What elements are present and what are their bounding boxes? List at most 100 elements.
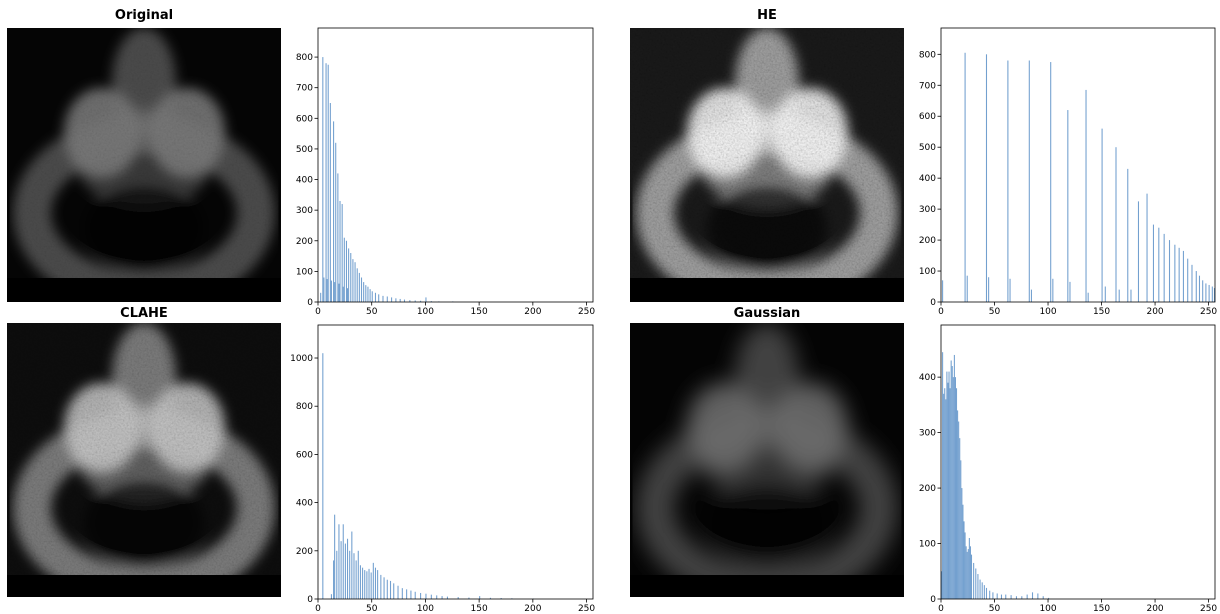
histogram-bar bbox=[425, 593, 427, 599]
histogram-bar bbox=[981, 582, 983, 599]
x-tick-label: 250 bbox=[578, 307, 595, 317]
histogram-bar bbox=[358, 272, 360, 302]
histogram-bar bbox=[370, 572, 372, 599]
histogram-bar bbox=[957, 410, 959, 599]
histogram-bar bbox=[409, 300, 411, 302]
histogram-bar bbox=[1187, 258, 1189, 302]
histogram-bar bbox=[371, 291, 373, 302]
histogram-bar bbox=[378, 294, 380, 302]
panel-title: Original bbox=[115, 8, 173, 23]
y-tick-label: 100 bbox=[296, 267, 313, 277]
histogram-bar bbox=[1000, 594, 1003, 599]
histogram-bar bbox=[352, 259, 354, 302]
y-tick-label: 200 bbox=[296, 547, 313, 557]
histogram-bar bbox=[1182, 250, 1184, 302]
histogram-bar bbox=[1030, 289, 1032, 302]
panel-title: CLAHE bbox=[120, 306, 168, 321]
histogram-bar bbox=[1015, 596, 1017, 599]
histogram-bar bbox=[414, 300, 416, 302]
histogram-bar bbox=[964, 532, 966, 599]
histogram-bar bbox=[380, 574, 382, 599]
histogram-bar bbox=[953, 354, 955, 599]
axes-frame bbox=[317, 27, 594, 303]
histogram-bar bbox=[333, 560, 335, 599]
histogram-bar bbox=[1005, 594, 1007, 599]
histogram-bar bbox=[1021, 596, 1023, 599]
histogram-bar bbox=[1042, 596, 1044, 599]
histogram-bar bbox=[1115, 147, 1117, 302]
histogram-bar bbox=[963, 521, 965, 599]
histogram-bar bbox=[430, 301, 432, 302]
histogram-bar bbox=[441, 596, 443, 599]
histogram-bar bbox=[967, 549, 969, 599]
y-tick-label: 200 bbox=[296, 237, 313, 247]
histogram-bar bbox=[947, 382, 949, 599]
histogram-bar bbox=[1195, 271, 1197, 302]
histogram-bar bbox=[1205, 283, 1207, 302]
histogram-bar bbox=[945, 399, 947, 599]
histogram-bar bbox=[369, 289, 371, 302]
x-tick-label: 200 bbox=[1146, 307, 1163, 317]
histogram-bar bbox=[383, 577, 385, 599]
histogram-bar bbox=[1174, 244, 1176, 302]
y-tick-label: 100 bbox=[919, 540, 936, 550]
histogram-bar bbox=[340, 541, 342, 599]
x-tick-label: 50 bbox=[989, 307, 1001, 317]
histogram-bar bbox=[347, 538, 349, 599]
histogram-bar bbox=[389, 580, 392, 599]
histogram-bar bbox=[1198, 275, 1201, 302]
y-tick-label: 100 bbox=[919, 267, 936, 277]
histogram-bar bbox=[363, 282, 365, 302]
x-tick-label: 50 bbox=[366, 604, 378, 614]
histogram-bar bbox=[327, 64, 329, 302]
histogram-bar bbox=[1052, 278, 1054, 302]
y-tick-label: 0 bbox=[930, 595, 936, 605]
histogram-bar bbox=[393, 583, 395, 599]
histogram-bar bbox=[1069, 281, 1071, 302]
histogram-bar bbox=[414, 591, 416, 599]
histogram-bar bbox=[966, 275, 968, 302]
histogram-bar bbox=[968, 537, 970, 599]
histogram-bar bbox=[989, 590, 991, 599]
histogram-bar bbox=[1048, 597, 1050, 599]
histogram-bar bbox=[333, 121, 335, 302]
axes-frame bbox=[940, 324, 1216, 600]
histogram-bar bbox=[977, 574, 979, 599]
y-tick-label: 1000 bbox=[290, 354, 313, 364]
histogram-bar bbox=[382, 295, 384, 302]
histogram-bar bbox=[343, 237, 345, 302]
histogram-bar bbox=[1208, 284, 1210, 302]
y-tick-label: 400 bbox=[919, 174, 936, 184]
panel-title: HE bbox=[757, 8, 777, 23]
histogram-bar bbox=[948, 371, 950, 599]
y-tick-label: 800 bbox=[296, 53, 313, 63]
histogram-bar bbox=[357, 550, 359, 599]
x-tick-label: 0 bbox=[315, 604, 321, 614]
histogram-bar bbox=[350, 253, 352, 302]
histogram-bar bbox=[367, 286, 369, 302]
x-tick-label: 50 bbox=[366, 307, 378, 317]
histogram-bar bbox=[949, 388, 951, 599]
histogram-bar bbox=[965, 546, 967, 599]
y-tick-label: 500 bbox=[296, 145, 313, 155]
histogram-bar bbox=[356, 268, 358, 302]
histogram-bar bbox=[355, 560, 357, 599]
histogram-bar bbox=[958, 421, 960, 599]
image-original bbox=[7, 28, 281, 302]
histogram-bar bbox=[941, 571, 943, 599]
histogram-bar bbox=[364, 570, 366, 599]
histogram-bar bbox=[326, 279, 328, 302]
histogram-bar bbox=[368, 568, 370, 599]
histogram-bar bbox=[479, 596, 481, 599]
histogram-bar bbox=[330, 280, 332, 302]
histogram-bar bbox=[338, 283, 340, 302]
histogram-bar bbox=[339, 200, 341, 302]
histogram-bar bbox=[354, 262, 356, 302]
histogram-bar bbox=[489, 597, 491, 599]
histogram-bar bbox=[961, 488, 963, 599]
histogram-bar bbox=[330, 594, 332, 599]
x-tick-label: 150 bbox=[471, 307, 488, 317]
histogram-bar bbox=[397, 585, 399, 599]
histogram-bar bbox=[1168, 240, 1171, 302]
histogram-bar bbox=[430, 594, 432, 599]
